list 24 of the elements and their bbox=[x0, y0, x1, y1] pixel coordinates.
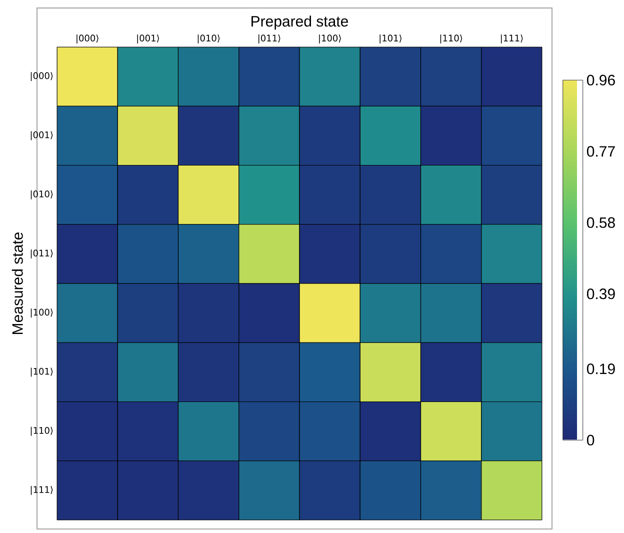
x-tick-label: |101⟩ bbox=[380, 34, 402, 44]
y-tick-label: |100⟩ bbox=[30, 308, 53, 318]
y-axis-title: Measured state bbox=[12, 232, 23, 334]
x-tick-label: |011⟩ bbox=[258, 34, 280, 44]
color-bar-label: 0 bbox=[586, 434, 594, 446]
color-bar-label: 0.77 bbox=[586, 146, 615, 157]
y-tick-label: |000⟩ bbox=[30, 72, 53, 82]
y-tick-label: |111⟩ bbox=[30, 486, 53, 495]
x-tick-label: |010⟩ bbox=[198, 34, 220, 44]
color-bar-label: 0.39 bbox=[586, 288, 615, 300]
y-tick-label: |101⟩ bbox=[30, 368, 53, 377]
x-tick-label: |000⟩ bbox=[76, 34, 98, 44]
color-bar-label: 0.58 bbox=[586, 217, 615, 228]
x-tick-label: |100⟩ bbox=[319, 34, 341, 44]
color-bar-label: 0.19 bbox=[586, 364, 615, 374]
x-tick-label: |001⟩ bbox=[137, 34, 159, 44]
x-axis-title: Prepared state bbox=[252, 16, 348, 30]
y-tick-label: |010⟩ bbox=[30, 190, 53, 200]
x-tick-label: |111⟩ bbox=[500, 34, 523, 44]
y-tick-label: |011⟩ bbox=[30, 249, 53, 258]
color-bar-label: 0.96 bbox=[586, 74, 615, 86]
y-tick-label: |110⟩ bbox=[30, 426, 53, 436]
x-tick-label: |110⟩ bbox=[440, 34, 462, 44]
y-tick-label: |001⟩ bbox=[30, 131, 53, 140]
